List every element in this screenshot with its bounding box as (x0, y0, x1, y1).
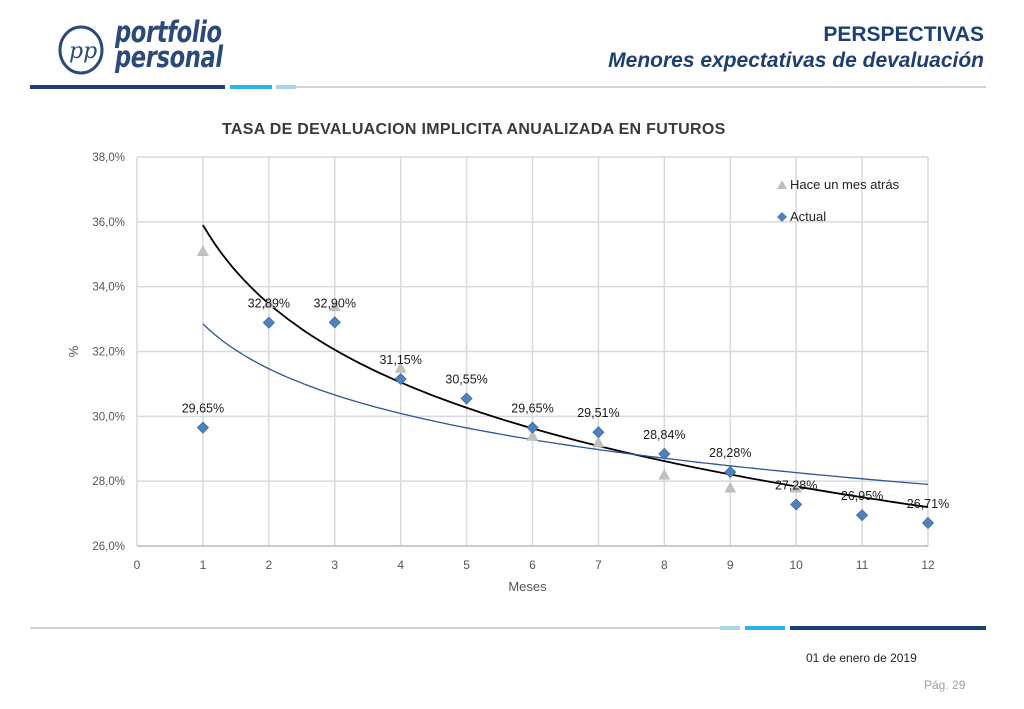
actual-point (658, 447, 671, 461)
data-label: 32,90% (314, 296, 356, 310)
header-bar-pale (276, 85, 296, 89)
logo-line2: personal (115, 40, 223, 74)
footer-divider (30, 627, 720, 629)
trendline-black (202, 224, 929, 508)
actual-point (921, 516, 935, 530)
x-tick-label: 9 (727, 558, 734, 572)
prev-month-point (790, 481, 803, 493)
data-label: 28,84% (643, 428, 685, 442)
header-bar-dark (30, 85, 225, 89)
header-title-block: PERSPECTIVAS Menores expectativas de dev… (608, 22, 984, 74)
legend-prev-marker (777, 180, 787, 189)
data-label: 27,28% (775, 479, 817, 493)
y-tick-label: 34,0% (92, 282, 125, 294)
prev-month-point (262, 296, 275, 308)
legend-actual-marker (777, 212, 787, 222)
x-tick-label: 0 (134, 558, 141, 572)
logo-wordmark: portfolio personal (115, 15, 223, 74)
page-subtitle: Menores expectativas de devaluación (608, 49, 984, 72)
legend-prev-label: Hace un mes atrás (790, 177, 900, 192)
logo-mark-text: pp (69, 39, 97, 64)
data-label: 30,55% (445, 373, 487, 387)
x-tick-label: 10 (789, 558, 803, 572)
report-date: 01 de enero de 2019 (806, 651, 917, 665)
data-label: 26,95% (841, 489, 883, 503)
actual-point (856, 509, 869, 522)
data-label: 31,15% (379, 353, 421, 367)
x-tick-label: 8 (661, 558, 668, 572)
x-tick-label: 1 (200, 558, 207, 572)
data-label: 32,89% (248, 297, 290, 311)
x-tick-label: 11 (856, 558, 869, 572)
actual-point (328, 316, 341, 329)
actual-point (262, 316, 275, 329)
x-tick-label: 6 (529, 558, 536, 572)
page-number: Pág. 29 (924, 678, 966, 692)
prev-month-point (196, 245, 209, 257)
actual-point (526, 421, 539, 434)
y-tick-label: 28,0% (92, 476, 125, 488)
x-tick-label: 4 (397, 558, 404, 572)
prev-month-point (526, 429, 539, 441)
x-tick-label: 12 (921, 558, 935, 572)
footer-bar-dark (790, 626, 986, 630)
legend-actual-label: Actual (790, 209, 826, 224)
data-label: 29,65% (182, 402, 224, 416)
footer-bar-pale (720, 626, 740, 630)
x-tick-label: 3 (331, 558, 338, 572)
company-logo: pp portfolio personal (55, 15, 245, 80)
trendline-blue (202, 323, 929, 486)
y-axis-label: % (66, 345, 81, 357)
y-tick-label: 30,0% (92, 411, 125, 423)
actual-point (394, 372, 407, 386)
prev-month-point (328, 300, 341, 312)
x-tick-label: 7 (595, 558, 602, 572)
x-axis-label: Meses (508, 579, 547, 594)
prev-month-point (724, 481, 737, 493)
page-title: PERSPECTIVAS (823, 23, 984, 46)
y-tick-label: 32,0% (92, 347, 125, 359)
prev-month-point (394, 361, 407, 373)
x-tick-label: 2 (265, 558, 272, 572)
actual-point (724, 466, 737, 479)
data-label: 26,71% (907, 497, 949, 511)
actual-point (592, 426, 605, 439)
y-tick-label: 36,0% (92, 217, 125, 229)
chart-title: TASA DE DEVALUACION IMPLICITA ANUALIZADA… (222, 121, 726, 138)
prev-month-point (658, 468, 671, 480)
data-label: 28,28% (709, 446, 751, 460)
y-tick-label: 38,0% (92, 152, 125, 164)
prev-month-point (592, 436, 605, 448)
actual-point (460, 392, 473, 405)
data-label: 29,65% (511, 402, 553, 416)
logo-mark-icon: pp (58, 25, 104, 75)
header-divider (296, 86, 986, 88)
x-tick-label: 5 (463, 558, 470, 572)
data-label: 29,51% (577, 406, 619, 420)
actual-point (790, 498, 803, 511)
header-bar-light (230, 85, 272, 89)
footer-bar-light (745, 626, 785, 630)
y-tick-label: 26,0% (92, 541, 125, 553)
logo-line1: portfolio (115, 15, 222, 49)
actual-point (196, 421, 209, 434)
